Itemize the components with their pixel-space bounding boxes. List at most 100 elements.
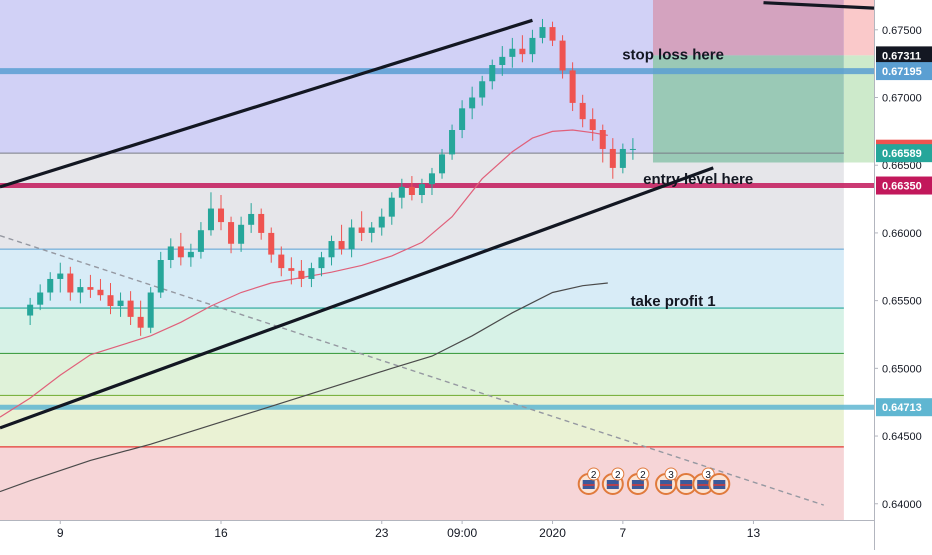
candle-body-4 — [67, 273, 74, 293]
candle-body-57 — [599, 130, 606, 149]
top-trend-line — [763, 1, 874, 10]
candle-body-32 — [348, 227, 355, 250]
x-tick-label-5: 7 — [620, 526, 627, 540]
candle-body-20 — [228, 222, 235, 244]
candle-body-44 — [469, 97, 476, 109]
candle-body-53 — [559, 40, 566, 71]
event-badge-bg-2 — [636, 467, 650, 481]
event-badge-bg-1 — [611, 467, 625, 481]
y-tick-label-4: 0.66000 — [882, 228, 922, 240]
candle-body-40 — [428, 173, 435, 185]
fib-zone-5 — [0, 395, 844, 447]
price-tag-bg-0 — [876, 46, 932, 65]
candle-body-48 — [509, 48, 516, 57]
candle-body-2 — [47, 278, 54, 293]
candle-body-29 — [318, 257, 325, 269]
fib-zone-4 — [0, 353, 844, 396]
candle-body-58 — [609, 148, 616, 168]
candle-body-7 — [97, 289, 104, 296]
candle-body-19 — [217, 208, 225, 223]
x-tick-label-4: 2020 — [539, 526, 566, 540]
event-badge-2: 2 — [640, 470, 646, 481]
candle-body-27 — [298, 270, 305, 279]
candle-body-23 — [258, 213, 265, 233]
candle-body-6 — [87, 287, 94, 290]
candle-body-22 — [248, 213, 255, 225]
price-tag-bg-1 — [876, 62, 932, 81]
price-tag-label-4: 0.66350 — [882, 181, 922, 193]
position-zone-0 — [652, 0, 844, 56]
candle-body-50 — [529, 37, 536, 55]
candle-body-34 — [368, 227, 375, 233]
price-tag-label-5: 0.64713 — [882, 402, 922, 414]
candle-body-12 — [147, 292, 154, 328]
channel-upper-line — [0, 18, 533, 189]
candle-body-51 — [539, 27, 546, 38]
event-badge-5: 3 — [705, 470, 711, 481]
ema-fast-line — [0, 129, 608, 418]
candle-body-59 — [619, 148, 626, 168]
annotation-0: stop loss here — [622, 47, 724, 64]
y-tick-label-7: 0.67500 — [882, 25, 922, 37]
event-badge-bg-3 — [664, 467, 678, 481]
candle-body-15 — [177, 246, 184, 258]
candle-body-43 — [459, 108, 466, 130]
candle-body-1 — [37, 292, 44, 305]
candle-body-52 — [549, 27, 556, 41]
annotation-2: take profit 1 — [631, 293, 716, 310]
fib-zone-2 — [0, 249, 844, 309]
price-tag-label-0: 0.67311 — [882, 50, 921, 62]
candle-body-8 — [107, 295, 114, 307]
candle-body-45 — [479, 81, 486, 98]
candle-body-5 — [77, 287, 84, 293]
candle-body-28 — [308, 268, 315, 279]
event-badge-bg-0 — [587, 467, 601, 481]
ema-slow-line — [0, 282, 608, 493]
price-tag-label-1: 0.67195 — [882, 66, 922, 78]
candle-body-13 — [157, 260, 164, 293]
candle-body-60 — [629, 148, 636, 150]
candle-body-24 — [268, 232, 275, 255]
event-badge-0: 2 — [591, 470, 597, 481]
candle-body-36 — [388, 197, 395, 217]
candle-body-35 — [378, 216, 385, 228]
x-tick-label-2: 23 — [375, 526, 389, 540]
candle-body-37 — [398, 186, 405, 198]
price-tag-bg-3 — [876, 144, 932, 163]
candle-body-30 — [328, 241, 335, 258]
x-tick-label-6: 13 — [747, 526, 761, 540]
candle-body-56 — [589, 119, 596, 130]
event-badge-1: 2 — [615, 470, 621, 481]
price-axis-bg — [874, 0, 932, 550]
candle-body-10 — [127, 300, 134, 317]
y-tick-label-1: 0.64500 — [882, 431, 922, 443]
dashed-trend-line — [0, 234, 824, 506]
x-tick-label-3: 09:00 — [447, 526, 477, 540]
plot-area[interactable]: stop loss here entry level here take profi… — [0, 0, 874, 520]
candle-body-9 — [117, 300, 124, 307]
y-tick-label-5: 0.66500 — [882, 160, 922, 172]
candle-body-25 — [278, 254, 285, 269]
x-tick-label-0: 9 — [57, 526, 64, 540]
candle-body-42 — [449, 130, 456, 155]
candle-body-49 — [519, 48, 526, 55]
candle-body-11 — [137, 316, 144, 328]
candle-body-47 — [499, 56, 506, 65]
time-axis-bg — [0, 520, 874, 550]
fib-zone-3 — [0, 308, 844, 354]
event-badge-3: 3 — [668, 470, 674, 481]
price-tag-label-3: 0.66589 — [882, 148, 922, 160]
candle-body-26 — [288, 268, 295, 271]
candle-body-39 — [418, 184, 425, 195]
candle-body-3 — [57, 273, 64, 279]
candle-body-31 — [338, 241, 345, 250]
y-tick-label-2: 0.65000 — [882, 363, 922, 375]
candle-body-33 — [358, 227, 365, 233]
candle-body-18 — [207, 208, 214, 231]
candle-body-16 — [187, 251, 194, 258]
channel-lower-line — [0, 166, 714, 430]
candle-body-14 — [167, 246, 174, 260]
price-tag-bg-5 — [876, 398, 932, 417]
